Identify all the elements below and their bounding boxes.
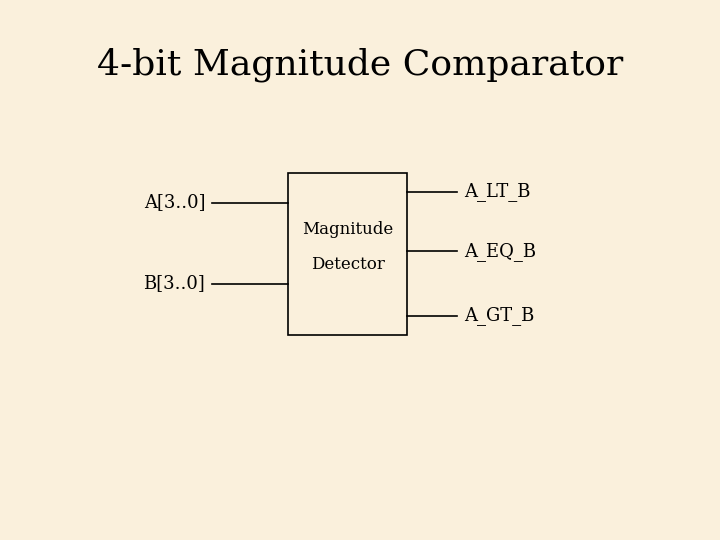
Text: Detector: Detector — [311, 256, 384, 273]
Text: Magnitude: Magnitude — [302, 221, 393, 238]
Text: 4-bit Magnitude Comparator: 4-bit Magnitude Comparator — [97, 48, 623, 82]
Text: B[3..0]: B[3..0] — [143, 274, 205, 293]
Text: A[3..0]: A[3..0] — [144, 193, 205, 212]
Text: A_LT_B: A_LT_B — [464, 182, 531, 201]
Text: A_EQ_B: A_EQ_B — [464, 241, 536, 261]
Bar — [288, 173, 407, 335]
Text: A_GT_B: A_GT_B — [464, 306, 535, 326]
